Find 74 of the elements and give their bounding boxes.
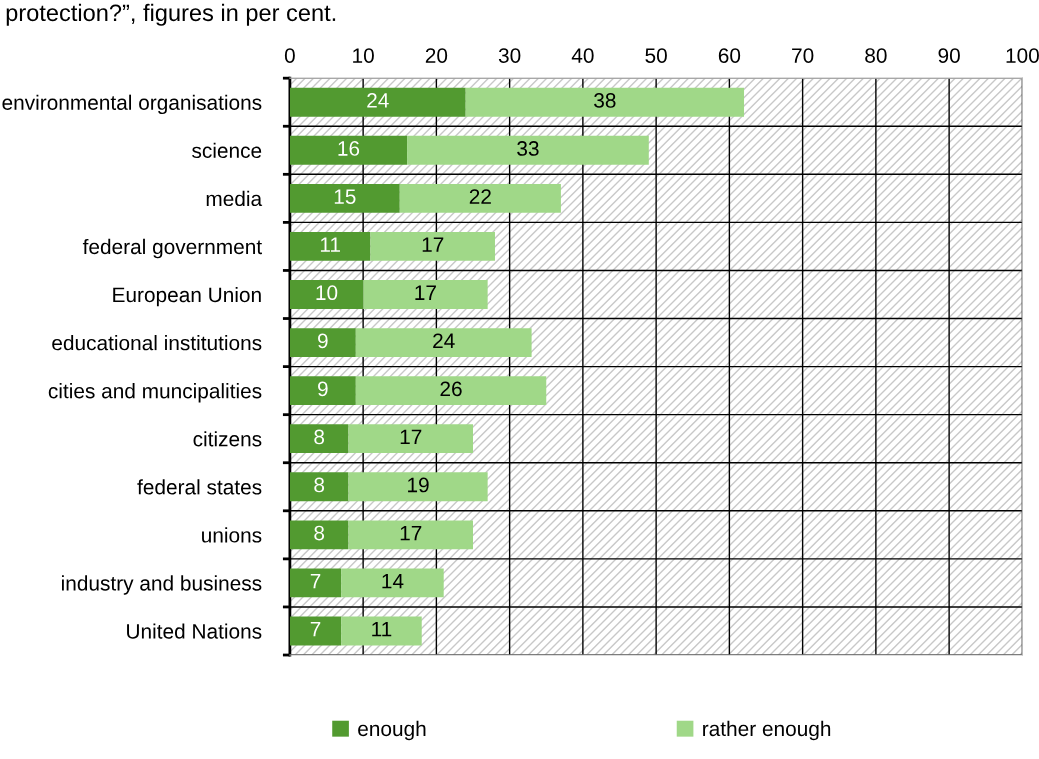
bar [407, 135, 649, 165]
bar [289, 616, 342, 646]
data-label: 16 [338, 141, 360, 156]
y-tick-label: educational institutions [52, 335, 262, 351]
bar [363, 280, 488, 309]
data-label: 24 [433, 333, 455, 348]
bar [289, 135, 408, 165]
bar [289, 520, 349, 550]
bar [355, 328, 532, 357]
x-tick-label: 30 [498, 48, 521, 63]
data-label: 7 [310, 573, 321, 589]
y-tick-label: federal government [82, 238, 262, 259]
legend-label: rather enough [703, 720, 831, 741]
y-tick-label: citizens [193, 431, 262, 447]
x-tick-label: 10 [353, 48, 374, 63]
data-label: 11 [372, 622, 392, 637]
x-tick-label: 90 [938, 48, 960, 63]
y-tick-label: media [206, 190, 263, 207]
data-label: 9 [318, 381, 328, 397]
bar [289, 376, 356, 406]
data-label: 8 [314, 477, 325, 493]
data-label: 24 [367, 93, 389, 108]
bar [289, 280, 364, 309]
legend-label: enough [358, 720, 426, 741]
data-label: 17 [400, 429, 422, 445]
bar [289, 328, 356, 357]
data-label: 22 [469, 189, 491, 204]
data-label: 10 [316, 285, 338, 301]
chart-title: protection?”, figures in per cent. [6, 3, 336, 26]
bar [341, 616, 422, 646]
bar [348, 472, 488, 502]
y-tick-label: United Nations [127, 623, 262, 639]
data-label: 26 [440, 381, 462, 397]
data-label: 8 [314, 429, 325, 445]
x-tick-label: 50 [645, 48, 667, 63]
bar [399, 183, 561, 213]
y-tick-label: unions [202, 527, 262, 543]
y-tick-label: science [192, 142, 262, 159]
bar [355, 376, 547, 406]
bar [289, 424, 349, 454]
y-tick-label: industry and business [62, 575, 262, 595]
bar [289, 183, 400, 213]
bar [289, 472, 349, 502]
data-label: 33 [517, 141, 539, 156]
bar [348, 424, 473, 454]
data-label: 17 [400, 525, 422, 541]
data-label: 17 [422, 237, 444, 252]
y-tick-label: European Union [113, 286, 261, 307]
data-label: 15 [334, 189, 356, 204]
x-tick-label: 80 [865, 48, 887, 63]
bar [370, 232, 495, 261]
data-label: 14 [382, 573, 404, 589]
x-tick-label: 60 [718, 48, 741, 63]
x-tick-label: 20 [425, 48, 448, 63]
data-label: 11 [320, 237, 340, 252]
data-label: 38 [594, 93, 616, 108]
data-label: 7 [310, 622, 321, 637]
bar [289, 232, 371, 261]
bar [465, 87, 745, 117]
bar [289, 87, 466, 117]
y-tick-label: cities and muncipalities [48, 383, 262, 403]
bar [341, 568, 444, 598]
bar [289, 568, 342, 598]
bar [348, 520, 473, 550]
x-tick-label: 100 [1006, 48, 1039, 63]
x-tick-label: 70 [792, 48, 814, 63]
y-tick-label: federal states [137, 479, 262, 495]
data-label: 17 [415, 285, 436, 300]
x-tick-label: 40 [571, 48, 594, 63]
x-tick-label: 0 [284, 48, 295, 63]
data-label: 8 [314, 525, 325, 541]
data-label: 9 [318, 333, 328, 349]
y-tick-label: environmental organisations [2, 94, 262, 115]
data-label: 19 [408, 477, 429, 493]
